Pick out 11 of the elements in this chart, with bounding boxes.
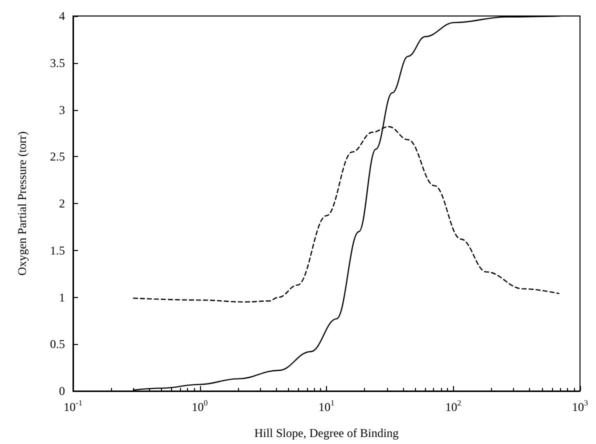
y-axis-title: Oxygen Partial Pressure (torr) xyxy=(15,131,29,276)
y-tick-label: 3.5 xyxy=(50,56,65,70)
y-tick-label: 2.5 xyxy=(50,150,65,164)
y-tick-label: 4 xyxy=(59,9,65,23)
y-tick-label: 0.5 xyxy=(50,337,65,352)
y-tick-label: 0 xyxy=(59,384,65,398)
y-tick-label: 2 xyxy=(59,196,65,210)
y-tick-label: 3 xyxy=(59,102,65,117)
y-tick-label: 1 xyxy=(59,290,65,304)
x-axis-title: Hill Slope, Degree of Binding xyxy=(254,426,399,440)
y-tick-label: 1.5 xyxy=(50,243,65,258)
